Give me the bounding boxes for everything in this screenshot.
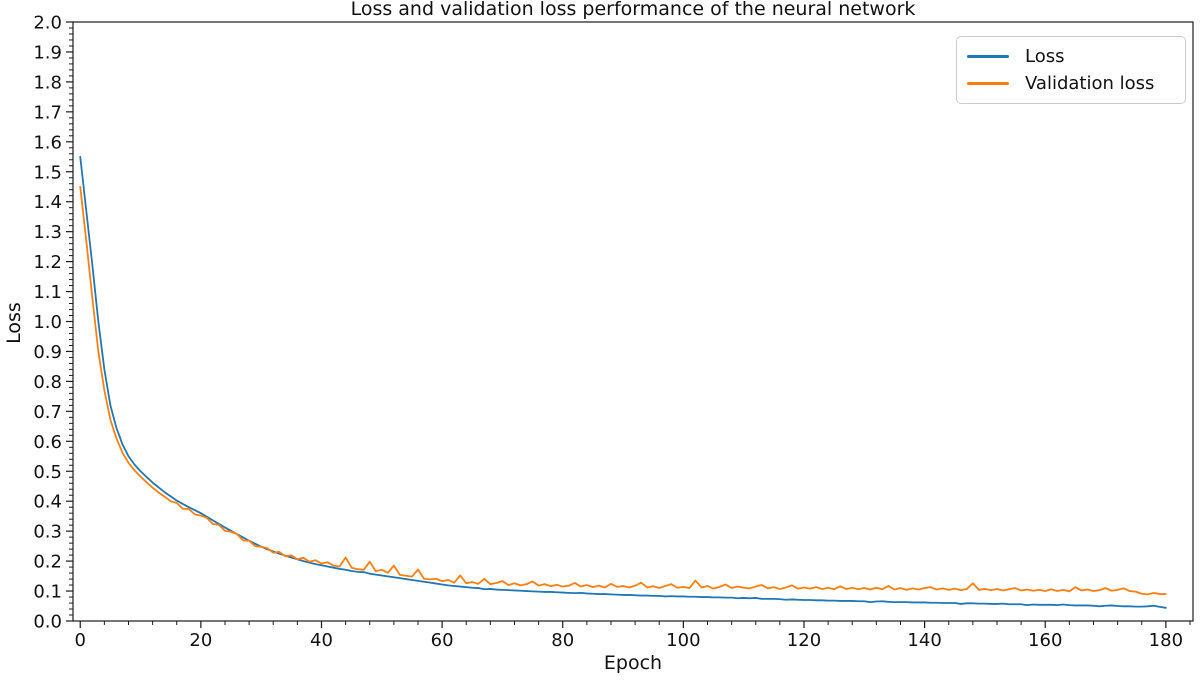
chart-title: Loss and validation loss performance of … — [350, 0, 916, 20]
y-tick-label: 0.5 — [33, 462, 62, 483]
x-tick-label: 0 — [75, 630, 86, 651]
x-tick-label: 80 — [551, 630, 574, 651]
x-tick-label: 100 — [666, 630, 700, 651]
y-tick-label: 1.0 — [33, 312, 62, 333]
x-tick-label: 180 — [1149, 630, 1183, 651]
x-tick-label: 20 — [189, 630, 212, 651]
legend-label-loss: Loss — [1025, 45, 1065, 67]
x-tick-label: 160 — [1028, 630, 1062, 651]
y-tick-label: 0.3 — [33, 522, 62, 543]
x-tick-label: 60 — [431, 630, 454, 651]
y-tick-label: 1.5 — [33, 162, 62, 183]
y-axis-label: Loss — [3, 302, 25, 344]
y-tick-label: 1.9 — [33, 42, 62, 63]
legend-label-validation-loss: Validation loss — [1025, 73, 1155, 95]
y-tick-label: 1.6 — [33, 132, 62, 153]
y-tick-label: 0.2 — [33, 552, 62, 573]
validation-loss-line — [79, 185, 1167, 596]
y-tick-label: 0.4 — [33, 492, 62, 513]
y-tick-label: 0.7 — [33, 402, 62, 423]
y-tick-label: 1.3 — [33, 222, 62, 243]
x-tick-label: 40 — [310, 630, 333, 651]
y-tick-label: 1.1 — [33, 282, 62, 303]
y-tick-label: 1.4 — [33, 192, 62, 213]
x-tick-label: 140 — [907, 630, 941, 651]
loss-line-swatch — [967, 54, 1009, 58]
x-axis-label: Epoch — [603, 652, 663, 674]
y-tick-label: 1.7 — [33, 102, 62, 123]
y-tick-label: 0.8 — [33, 372, 62, 393]
y-tick-label: 1.2 — [33, 252, 62, 273]
y-tick-label: 0.1 — [33, 582, 62, 603]
x-tick-label: 120 — [787, 630, 821, 651]
legend: Loss Validation loss — [956, 36, 1186, 104]
y-tick-label: 0.0 — [33, 612, 62, 633]
y-tick-label: 0.6 — [33, 432, 62, 453]
legend-item-validation-loss: Validation loss — [967, 73, 1177, 94]
validation-loss-line-swatch — [967, 82, 1009, 86]
legend-item-loss: Loss — [967, 46, 1177, 67]
y-tick-label: 1.8 — [33, 72, 62, 93]
y-tick-label: 0.9 — [33, 342, 62, 363]
y-tick-label: 2.0 — [33, 13, 62, 34]
axes-spines — [72, 21, 1194, 622]
